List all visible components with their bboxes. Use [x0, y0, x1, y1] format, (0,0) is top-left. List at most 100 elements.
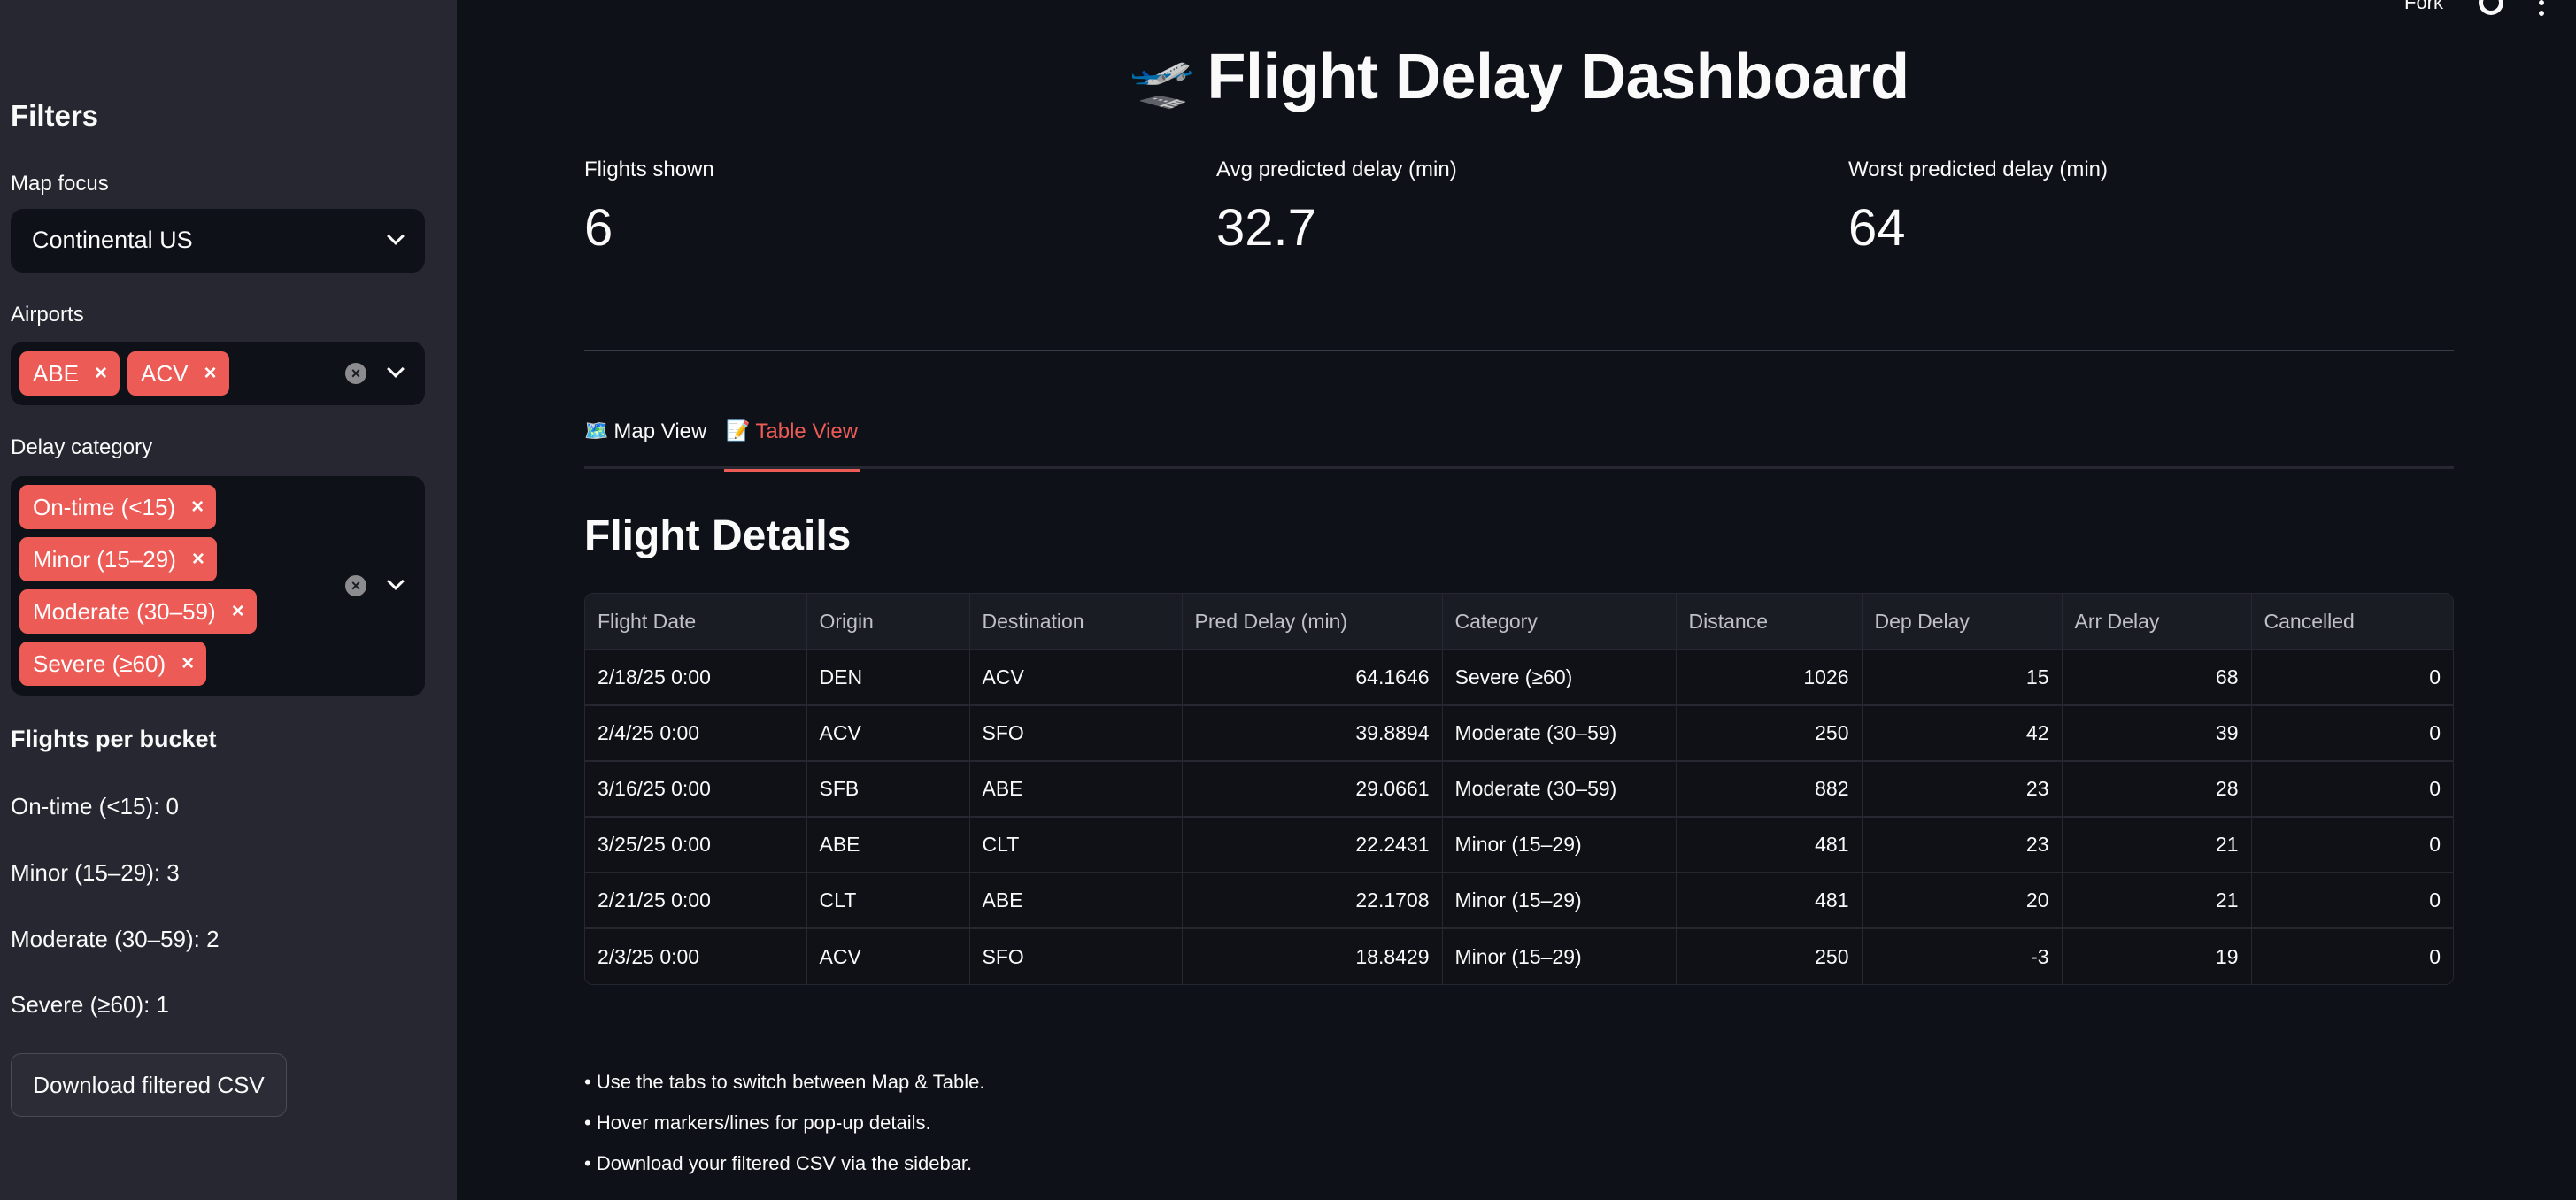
table-cell[interactable]: 0 [2251, 928, 2453, 984]
table-cell[interactable]: Minor (15–29) [1442, 873, 1677, 929]
column-header[interactable]: Pred Delay (min) [1182, 594, 1443, 650]
clear-all-icon[interactable]: × [345, 363, 366, 384]
column-header[interactable]: Dep Delay [1862, 594, 2063, 650]
table-cell[interactable]: 20 [1862, 873, 2063, 929]
table-cell[interactable]: ABE [806, 817, 970, 873]
table-cell[interactable]: CLT [806, 873, 970, 929]
table-cell[interactable]: 3/16/25 0:00 [585, 761, 807, 818]
chevron-down-icon[interactable] [387, 573, 405, 590]
column-header[interactable]: Flight Date [585, 594, 807, 650]
table-cell[interactable]: 250 [1676, 705, 1863, 762]
table-row[interactable]: 3/25/25 0:00 ABE CLT 22.2431 Minor (15–29) 48… [585, 817, 2453, 873]
chevron-down-icon[interactable] [387, 227, 405, 245]
delay-category-label: Delay category [11, 435, 153, 459]
table-cell[interactable]: ACV [806, 928, 970, 984]
table-cell[interactable]: 0 [2251, 873, 2453, 929]
column-header[interactable]: Distance [1676, 594, 1863, 650]
table-cell[interactable]: 23 [1862, 817, 2063, 873]
tab-table-view[interactable]: 📝 Table View [723, 418, 860, 472]
download-csv-button[interactable]: Download filtered CSV [11, 1053, 287, 1117]
table-cell[interactable]: 882 [1676, 761, 1863, 818]
airport-chip: ACV × [127, 351, 229, 396]
flight-details-table[interactable]: Flight Date Origin Destination Pred Dela… [584, 593, 2454, 985]
table-cell[interactable]: 3/25/25 0:00 [585, 817, 807, 873]
table-cell[interactable]: 29.0661 [1182, 761, 1443, 818]
tab-map-view[interactable]: 🗺️ Map View [584, 418, 706, 469]
map-focus-select[interactable]: Continental US [11, 209, 425, 273]
table-cell[interactable]: 42 [1862, 705, 2063, 762]
table-cell[interactable]: -3 [1862, 928, 2063, 984]
table-cell[interactable]: Minor (15–29) [1442, 928, 1677, 984]
metric-value: 6 [584, 199, 613, 257]
table-row[interactable]: 2/21/25 0:00 CLT ABE 22.1708 Minor (15–29) 48… [585, 873, 2453, 929]
table-cell[interactable]: 22.1708 [1182, 873, 1443, 929]
table-cell[interactable]: 2/4/25 0:00 [585, 705, 807, 762]
remove-chip-icon[interactable]: × [181, 651, 195, 675]
chip-label: Minor (15–29) [33, 545, 176, 573]
table-cell[interactable]: ACV [969, 650, 1183, 706]
table-cell[interactable]: CLT [969, 817, 1183, 873]
table-row[interactable]: 2/3/25 0:00 ACV SFO 18.8429 Minor (15–29) 250… [585, 928, 2453, 984]
table-cell[interactable]: 1026 [1676, 650, 1863, 706]
column-header[interactable]: Category [1442, 594, 1677, 650]
table-row[interactable]: 2/18/25 0:00 DEN ACV 64.1646 Severe (≥60) 102… [585, 650, 2453, 706]
table-cell[interactable]: 2/3/25 0:00 [585, 928, 807, 984]
remove-chip-icon[interactable]: × [204, 361, 217, 385]
table-cell[interactable]: 22.2431 [1182, 817, 1443, 873]
table-row[interactable]: 3/16/25 0:00 SFB ABE 29.0661 Moderate (30–59… [585, 761, 2453, 818]
table-cell[interactable]: 39 [2062, 705, 2252, 762]
table-cell[interactable]: 68 [2062, 650, 2252, 706]
column-header[interactable]: Arr Delay [2062, 594, 2252, 650]
remove-chip-icon[interactable]: × [191, 547, 204, 571]
table-cell[interactable]: ABE [969, 873, 1183, 929]
column-header[interactable]: Origin [806, 594, 970, 650]
chip-label: On-time (<15) [33, 493, 176, 520]
clear-all-icon[interactable]: × [345, 575, 366, 596]
table-cell[interactable]: ABE [969, 761, 1183, 818]
table-cell[interactable]: ACV [806, 705, 970, 762]
table-cell[interactable]: 23 [1862, 761, 2063, 818]
table-cell[interactable]: 2/18/25 0:00 [585, 650, 807, 706]
table-cell[interactable]: 64.1646 [1182, 650, 1443, 706]
table-cell[interactable]: Severe (≥60) [1442, 650, 1677, 706]
table-cell[interactable]: 15 [1862, 650, 2063, 706]
table-cell[interactable]: 39.8894 [1182, 705, 1443, 762]
more-menu-icon[interactable] [2539, 0, 2544, 16]
metric-value: 64 [1848, 199, 1906, 257]
table-cell[interactable]: 2/21/25 0:00 [585, 873, 807, 929]
table-cell[interactable]: 0 [2251, 705, 2453, 762]
table-cell[interactable]: 21 [2062, 873, 2252, 929]
table-cell[interactable]: SFB [806, 761, 970, 818]
remove-chip-icon[interactable]: × [95, 361, 108, 385]
table-cell[interactable]: 481 [1676, 873, 1863, 929]
table-cell[interactable]: 0 [2251, 761, 2453, 818]
table-cell[interactable]: Minor (15–29) [1442, 817, 1677, 873]
metric-flights-shown: Flights shown 6 [584, 158, 714, 258]
table-cell[interactable]: SFO [969, 705, 1183, 762]
bucket-count: Severe (≥60): 1 [11, 991, 170, 1018]
table-cell[interactable]: Moderate (30–59) [1442, 761, 1677, 818]
table-cell[interactable]: 19 [2062, 928, 2252, 984]
delay-chip: On-time (<15) × [19, 485, 217, 529]
github-icon[interactable] [2479, 0, 2503, 15]
table-cell[interactable]: 481 [1676, 817, 1863, 873]
column-header[interactable]: Destination [969, 594, 1183, 650]
remove-chip-icon[interactable]: × [191, 495, 204, 519]
table-cell[interactable]: DEN [806, 650, 970, 706]
table-row[interactable]: 2/4/25 0:00 ACV SFO 39.8894 Moderate (30–59)… [585, 705, 2453, 762]
help-notes: • Use the tabs to switch between Map & T… [584, 1071, 984, 1193]
table-cell[interactable]: Moderate (30–59) [1442, 705, 1677, 762]
table-cell[interactable]: 0 [2251, 817, 2453, 873]
delay-category-multiselect[interactable]: On-time (<15) × Minor (15–29) × Moderate… [11, 476, 425, 696]
airports-multiselect[interactable]: ABE × ACV × × [11, 342, 425, 405]
table-cell[interactable]: SFO [969, 928, 1183, 984]
table-cell[interactable]: 28 [2062, 761, 2252, 818]
chevron-down-icon[interactable] [387, 360, 405, 378]
table-cell[interactable]: 0 [2251, 650, 2453, 706]
table-cell[interactable]: 250 [1676, 928, 1863, 984]
table-cell[interactable]: 21 [2062, 817, 2252, 873]
column-header[interactable]: Cancelled [2251, 594, 2453, 650]
fork-button[interactable]: Fork [2404, 0, 2443, 13]
remove-chip-icon[interactable]: × [231, 599, 244, 623]
table-cell[interactable]: 18.8429 [1182, 928, 1443, 984]
